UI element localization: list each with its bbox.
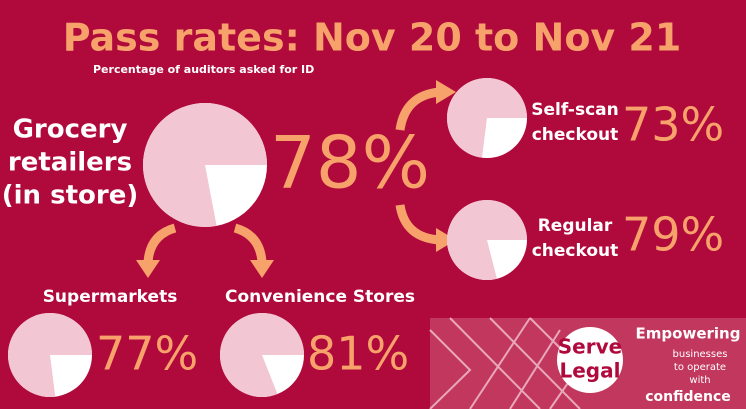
pie-label: Self-scan [531,100,619,120]
pie-label: Supermarkets [43,287,178,307]
logo-tagline: Empowering [636,325,741,343]
logo-name: Legal [560,359,621,383]
pie-slice [220,312,304,397]
arrow [395,204,441,245]
pie-slice [7,313,92,397]
arrow [143,223,177,263]
subtitle: Percentage of auditors asked for ID [93,63,314,76]
value-label: 81% [307,327,409,381]
pie-slice [447,200,527,280]
pie-slice [142,103,267,228]
logo-tagline: to operate [674,362,726,373]
arrow-head [436,80,456,104]
value-label: 79% [622,208,724,262]
arrow [233,223,267,263]
value-label: 78% [270,121,430,205]
pie-label: checkout [532,241,619,261]
pie-label: retailers [8,148,132,178]
pie-label: Regular [538,216,613,236]
pie-chart: Convenience Stores 81% [220,287,415,397]
logo-tagline: with [689,375,710,386]
value-label: 73% [622,98,724,152]
pie-chart: Self-scan checkout 73% [447,78,724,158]
arrow [395,87,441,131]
arrow-head [250,260,274,278]
arrow-heads [136,80,456,278]
logo-pattern [429,317,581,409]
arrows [143,87,441,263]
arrow-head [136,260,160,278]
logo-tagline: confidence [645,389,731,405]
pie-chart: Supermarkets 77% [7,287,198,397]
logo-badge [557,327,623,393]
pie-label: (in store) [2,181,138,211]
logo-tagline: businesses [673,349,728,360]
pie-slice [447,78,527,158]
pie-label: Grocery [13,115,128,145]
value-label: 77% [96,327,198,381]
pie-label: Convenience Stores [225,287,415,307]
arrow-head [436,228,456,252]
title: Pass rates: Nov 20 to Nov 21 [63,16,682,60]
pie-label: checkout [532,125,619,145]
pie-chart: Regular checkout 79% [447,200,724,280]
logo-name: Serve [558,335,622,359]
